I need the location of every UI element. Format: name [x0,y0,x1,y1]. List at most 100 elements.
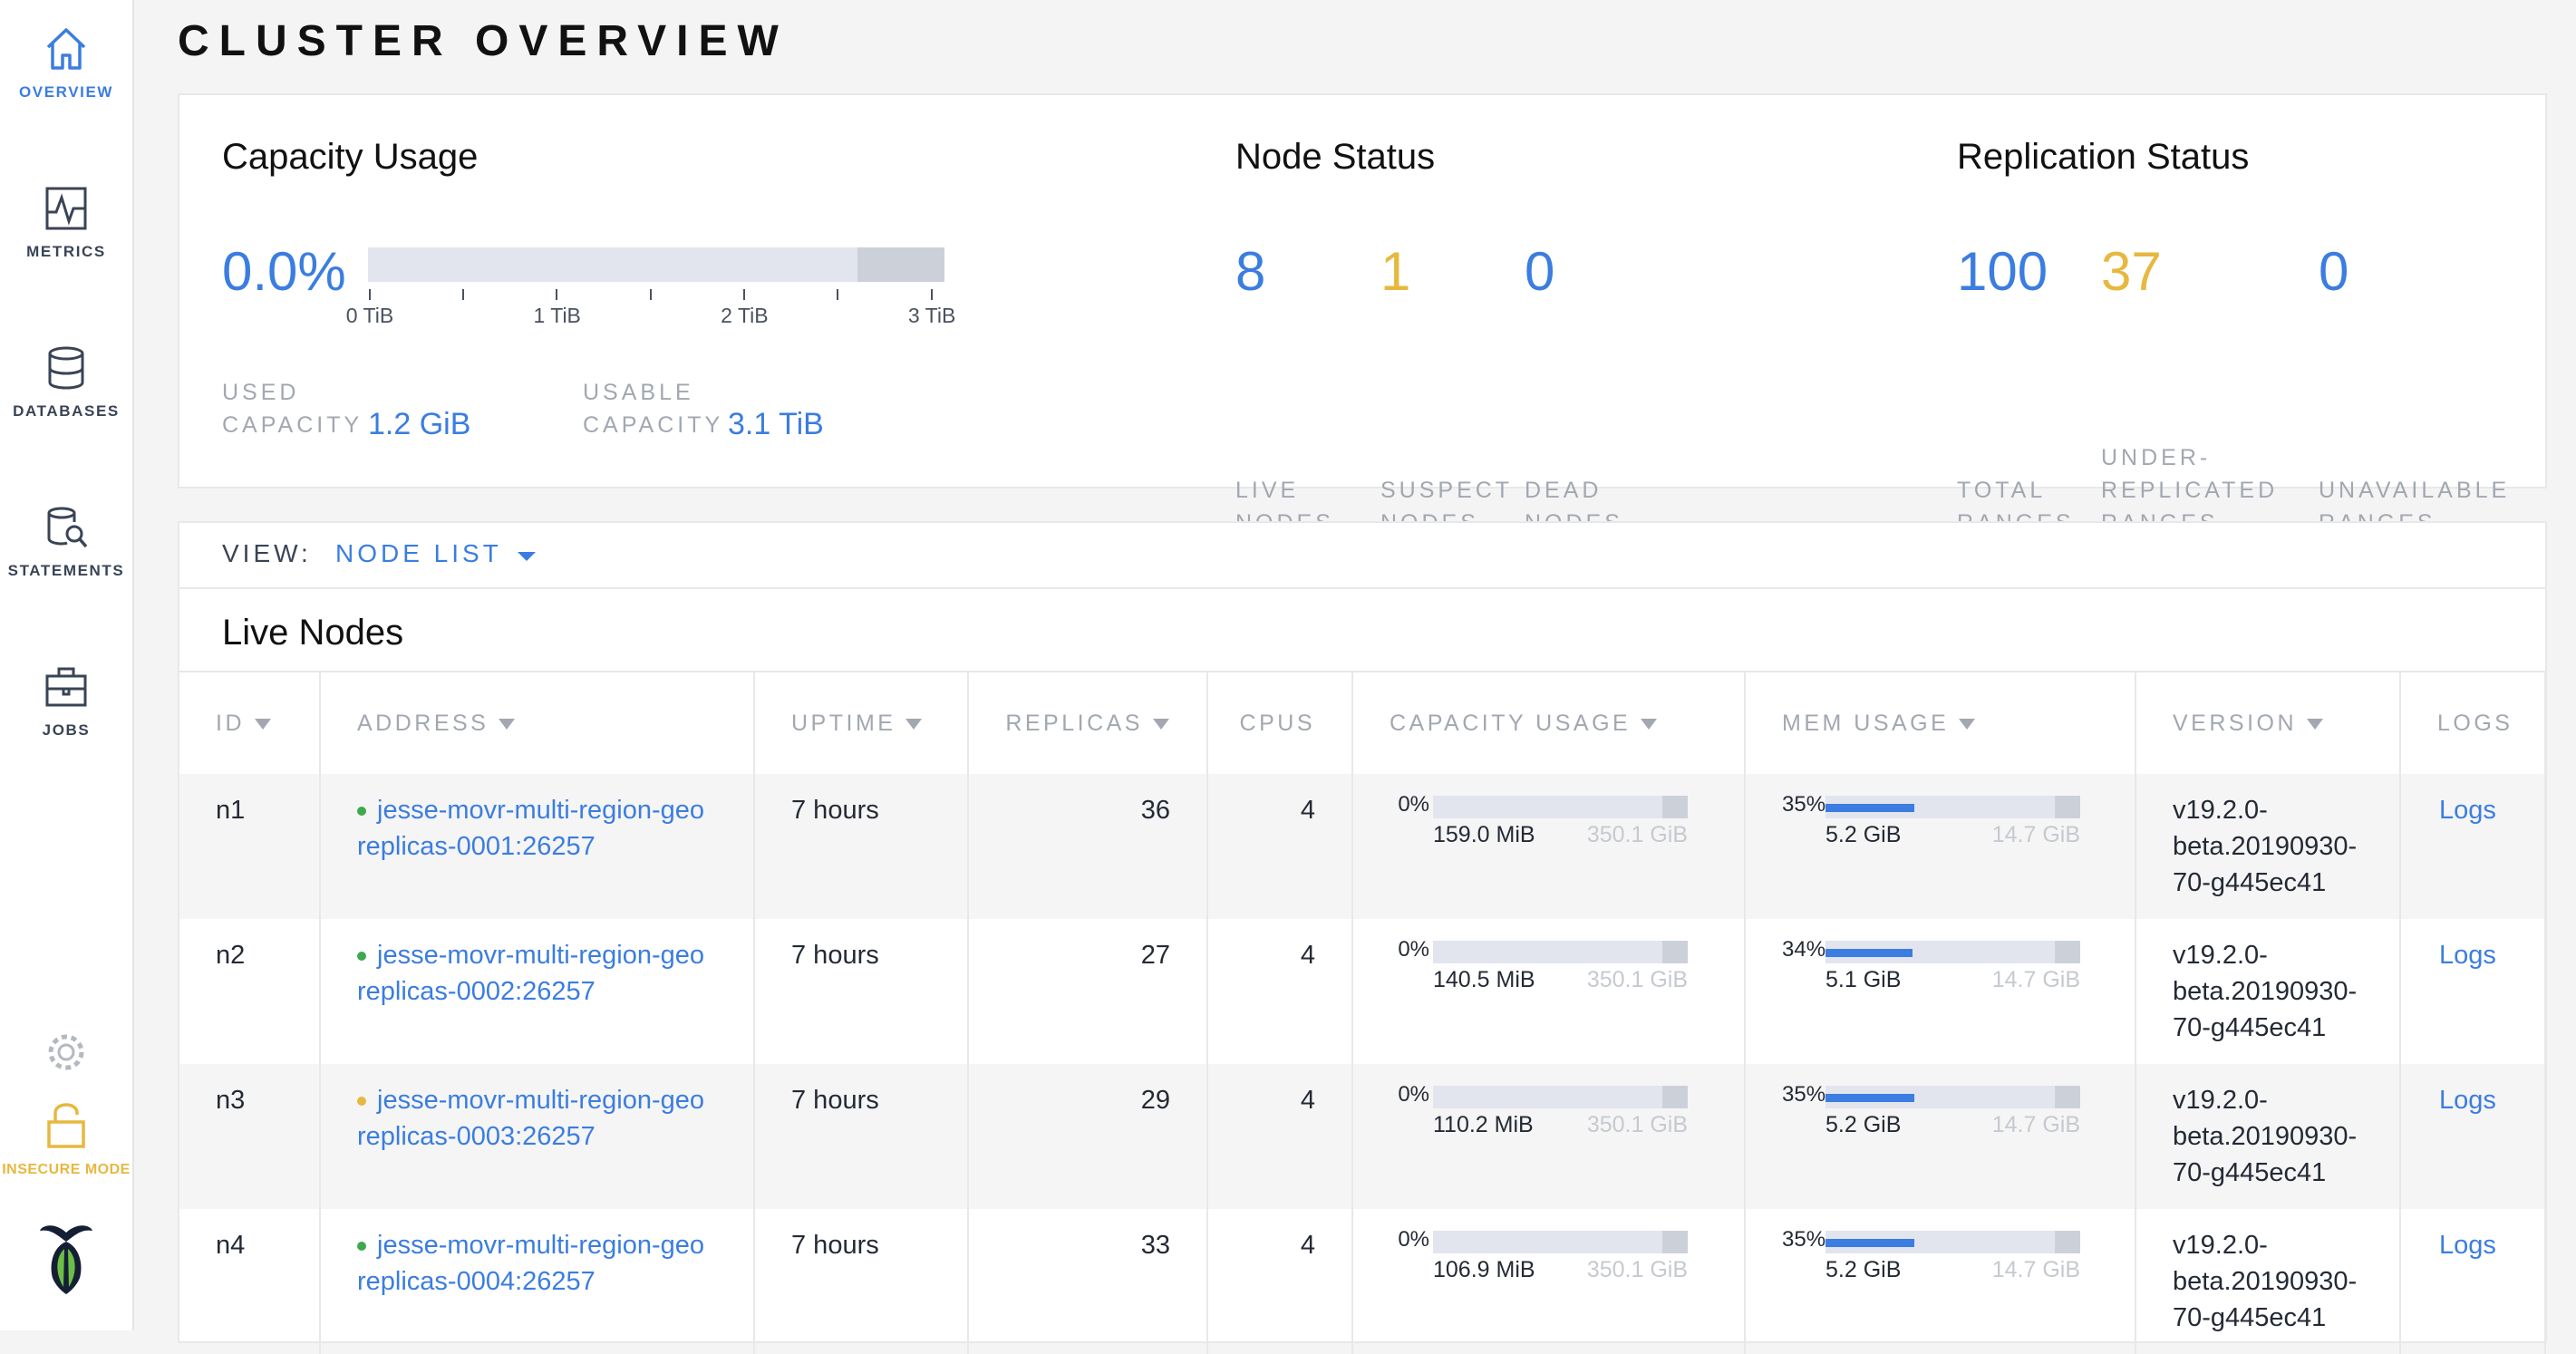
column-title: ID [216,710,245,736]
column-header[interactable]: VERSION [2135,671,2401,774]
column-title: CAPACITY USAGE [1390,710,1632,736]
logs-link[interactable]: Logs [2439,796,2496,825]
node-row: n1 jesse-movr-multi-region-geo replicas-0… [179,774,2546,919]
nav-label: STATEMENTS [7,562,125,579]
capacity-tick-label: 2 TiB [721,304,769,327]
node-uptime: 7 hours [754,1064,969,1209]
nav-label: METRICS [26,243,106,260]
node-address: jesse-movr-multi-region-geo replicas-000… [320,1209,755,1354]
settings-icon[interactable] [44,1030,89,1075]
usage-total: 14.7 GiB [1991,1112,2080,1137]
capacity-usage: 0% 110.2 MiB 350.1 GiB [1352,1064,1746,1209]
column-header[interactable]: MEM USAGE [1745,671,2136,774]
sort-icon[interactable] [1958,718,1976,730]
node-row: n4 jesse-movr-multi-region-geo replicas-0… [179,1209,2546,1354]
dropdown-caret[interactable] [517,550,537,563]
logs-link[interactable]: Logs [2439,941,2496,970]
usable-value: 3.1 TiB [728,407,824,441]
logo [40,1225,92,1294]
node-address: jesse-movr-multi-region-geo replicas-000… [320,919,755,1064]
sort-icon[interactable] [254,718,272,730]
node-version: v19.2.0-beta.20190930-70-g445ec41 [2135,1064,2401,1209]
node-cpus: 4 [1207,774,1353,919]
usage-total: 350.1 GiB [1586,1257,1688,1282]
usage-used: 5.2 GiB [1825,1112,1902,1137]
jobs-icon [45,667,87,707]
usage-percent: 0% [1398,1082,1429,1107]
insecure-mode: INSECURE MODE [2,1162,131,1177]
address-link[interactable]: jesse-movr-multi-region-geo replicas-000… [357,1086,704,1151]
node-uptime: 7 hours [754,774,969,919]
nav-databases[interactable]: DATABASES [0,344,132,421]
node-replicas: 36 [968,774,1208,919]
stat-value: 0 [1525,241,1555,302]
usage-total: 350.1 GiB [1586,822,1688,847]
node-cpus: 4 [1207,919,1353,1064]
usage-bar-reserved [1662,796,1688,818]
sort-icon[interactable] [498,718,516,730]
usage-bar [1433,796,1688,818]
address-link[interactable]: jesse-movr-multi-region-geo replicas-000… [357,796,704,861]
usage-percent: 0% [1398,937,1429,962]
usage-used: 140.5 MiB [1433,967,1535,992]
logs-link[interactable]: Logs [2439,1231,2496,1260]
usage-bar-fill [1825,1239,1915,1247]
replication-title: Replication Status [1957,137,2250,177]
stat-label-box: UNDER-REPLICATED RANGES [2101,322,2274,539]
usage-percent: 0% [1398,792,1429,817]
node-logs: Logs [2400,774,2546,919]
usage-detail: 5.2 GiB 14.7 GiB [1825,818,2080,851]
status-dot [357,1097,366,1107]
status-dot [357,952,366,962]
column-header[interactable]: UPTIME [754,671,969,774]
capacity-tick-label: 0 TiB [345,304,394,327]
meter: 0% [1390,937,1726,963]
capacity-usage: 0% 106.9 MiB 350.1 GiB [1352,1209,1746,1354]
column-title: VERSION [2173,710,2298,736]
nav-overview[interactable]: OVERVIEW [0,25,132,102]
sidebar: OVERVIEW METRICS DATABASES STATEMENTS JO… [0,0,134,1330]
sort-icon[interactable] [905,718,923,730]
usable-label: USABLE CAPACITY [583,380,724,438]
nav-statements[interactable]: STATEMENTS [0,504,132,580]
usage-bar-reserved [1662,1231,1688,1253]
table-body: n1 jesse-movr-multi-region-geo replicas-0… [179,774,2546,1354]
sort-icon[interactable] [1640,718,1658,730]
column-header[interactable]: REPLICAS [968,671,1208,774]
logs-link[interactable]: Logs [2439,1086,2496,1115]
nav-jobs[interactable]: JOBS [0,663,132,740]
stat-value: 0 [2319,241,2349,302]
usage-bar [1433,1231,1688,1253]
node-version: v19.2.0-beta.20190930-70-g445ec41 [2135,774,2401,919]
address-link[interactable]: jesse-movr-multi-region-geo replicas-000… [357,941,704,1006]
node-cpus: 4 [1207,1064,1353,1209]
usage-used: 5.2 GiB [1825,822,1902,847]
usage-detail: 110.2 MiB 350.1 GiB [1433,1108,1688,1141]
address-link[interactable]: jesse-movr-multi-region-geo replicas-000… [357,1231,704,1296]
usage-bar-reserved [2055,941,2080,963]
nav-metrics[interactable]: METRICS [0,185,132,261]
sort-icon[interactable] [2306,718,2324,730]
node-id: n2 [179,919,321,1064]
view-label: VIEW: [222,539,312,567]
metrics-icon [45,187,87,230]
usage-detail: 5.2 GiB 14.7 GiB [1825,1108,2080,1141]
usage-bar [1825,1086,2080,1108]
node-row: n2 jesse-movr-multi-region-geo replicas-0… [179,919,2546,1064]
column-header[interactable]: ID [179,671,321,774]
usage-detail: 106.9 MiB 350.1 GiB [1433,1253,1688,1286]
usage-total: 14.7 GiB [1991,822,2080,847]
column-header[interactable]: ADDRESS [320,671,755,774]
capacity-usage: 0% 140.5 MiB 350.1 GiB [1352,919,1746,1064]
usage-bar [1825,941,2080,963]
stat-value: 8 [1235,241,1266,302]
column-header[interactable]: CAPACITY USAGE [1352,671,1746,774]
capacity-percent: 0.0% [222,241,346,302]
meter: 35% [1782,1082,2116,1108]
view-select[interactable]: NODE LIST [335,539,502,567]
sort-icon[interactable] [1152,718,1170,730]
usage-detail: 159.0 MiB 350.1 GiB [1433,818,1688,851]
statements-icon [47,507,88,548]
nav-label: DATABASES [13,402,120,420]
